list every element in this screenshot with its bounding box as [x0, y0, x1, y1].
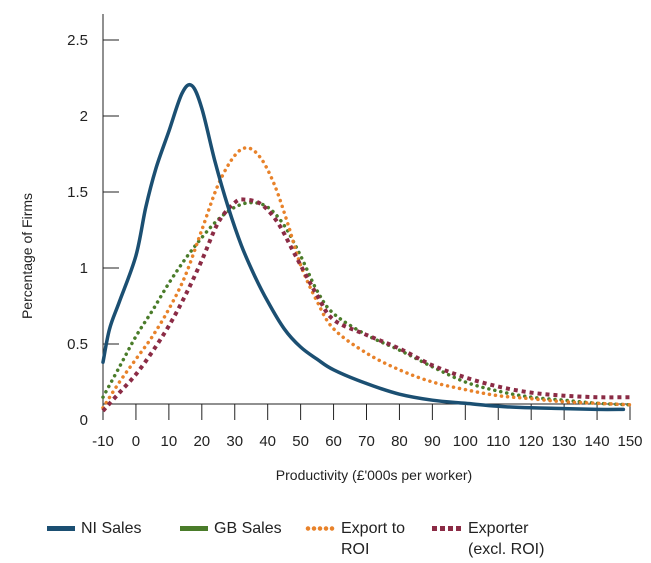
y-tick-label: 1.5: [67, 184, 88, 201]
x-tick-label: 140: [585, 433, 610, 450]
x-tick-label: 20: [193, 433, 210, 450]
x-axis-title: Productivity (£'000s per worker): [276, 467, 472, 483]
x-tick-label: 90: [424, 433, 441, 450]
x-tick-label: 10: [161, 433, 178, 450]
x-tick-label: 70: [358, 433, 375, 450]
x-tick-label: 0: [132, 433, 140, 450]
x-tick-label: 30: [226, 433, 243, 450]
y-tick-label: 2.5: [67, 32, 88, 49]
x-tick-label: -10: [92, 433, 114, 450]
x-tick-label: 130: [552, 433, 577, 450]
x-tick-label: 100: [453, 433, 478, 450]
x-tick-label: 40: [259, 433, 276, 450]
y-tick-label: 0: [80, 412, 88, 429]
x-axis: -10 0 10 20 30 40 50 60 70 80 90 100 110 120 130 140 150: [92, 403, 643, 450]
y-tick-label: 2: [80, 108, 88, 125]
series-line-gb-sales: [101, 200, 632, 407]
x-tick-label: 60: [325, 433, 342, 450]
x-tick-label: 120: [519, 433, 544, 450]
series-line-export-to-roi: [101, 146, 632, 410]
y-tick-label: 0.5: [67, 336, 88, 353]
y-tick-label: 1: [80, 260, 88, 277]
y-axis: 0 0.5 1 1.5 2 2.5: [67, 14, 119, 429]
x-tick-label: 150: [617, 433, 642, 450]
x-tick-label: 50: [292, 433, 309, 450]
x-tick-label: 80: [391, 433, 408, 450]
series-line-ni-sales: [101, 82, 626, 412]
x-tick-label: 110: [486, 433, 510, 450]
series-layer: [101, 82, 632, 413]
y-axis-title: Percentage of Firms: [19, 193, 35, 319]
series-line-exporter-excl-roi: [101, 197, 631, 413]
